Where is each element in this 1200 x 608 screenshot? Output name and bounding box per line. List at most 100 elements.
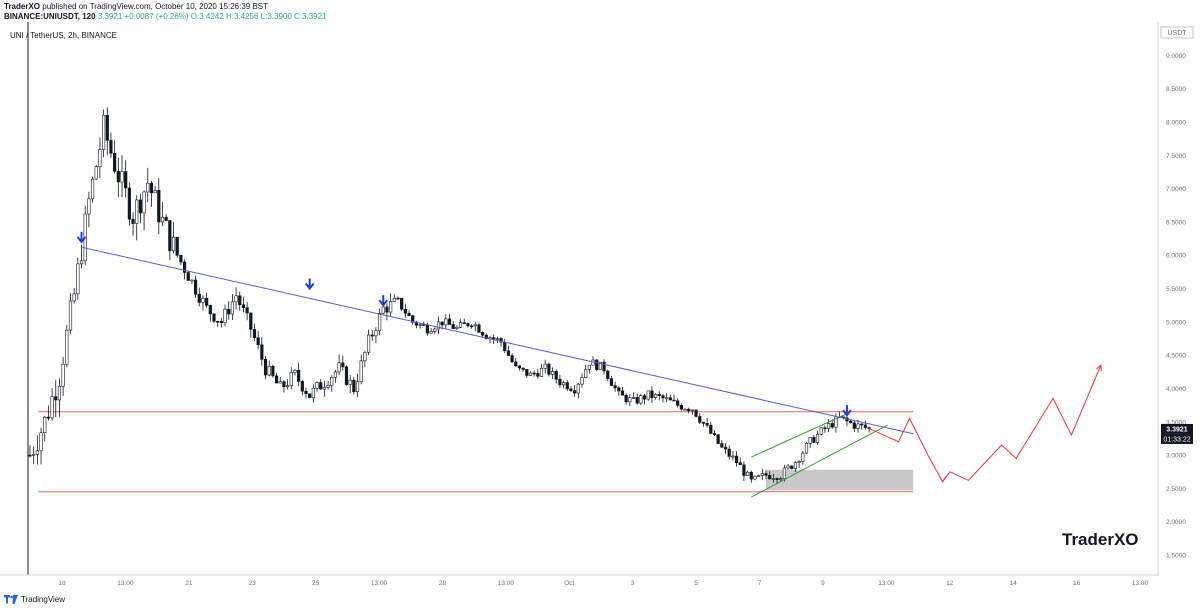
- candle-body: [425, 325, 430, 334]
- candle-body: [731, 455, 735, 458]
- candle-body: [149, 182, 154, 194]
- candle-body: [539, 367, 544, 377]
- candle-body: [57, 385, 62, 401]
- author-name[interactable]: TraderXO: [4, 2, 41, 11]
- candle-body: [602, 361, 606, 372]
- y-tick-label: 7.5000: [1166, 153, 1186, 160]
- candle-body: [849, 420, 853, 424]
- candle-body: [411, 315, 415, 323]
- candle-body: [473, 324, 477, 327]
- candle-body: [157, 189, 161, 223]
- y-tick-label: 8.0000: [1166, 119, 1186, 126]
- x-tick-label: 13:00: [498, 580, 515, 587]
- candle-body: [109, 140, 113, 154]
- candle-body: [631, 397, 636, 399]
- candle-body: [35, 450, 39, 455]
- candle-body: [860, 423, 864, 426]
- candle-body: [260, 344, 264, 360]
- candle-body: [466, 323, 470, 327]
- demand-zone: [766, 469, 914, 491]
- candle-body: [422, 324, 426, 326]
- candle-body: [61, 363, 65, 387]
- symbol-label[interactable]: UNI / TetherUS, 2h, BINANCE: [10, 31, 117, 40]
- candle-body: [760, 473, 764, 476]
- candle-body: [672, 399, 676, 402]
- candle-body: [252, 329, 257, 338]
- y-tick-label: 2.0000: [1166, 519, 1186, 526]
- brand-watermark: TraderXO: [1062, 530, 1139, 549]
- candle-body: [39, 432, 43, 452]
- candle-body: [337, 362, 341, 373]
- candle-body: [444, 318, 448, 326]
- candle-body: [179, 254, 183, 263]
- candle-body: [510, 355, 514, 363]
- candle-body: [429, 331, 433, 334]
- last-price-box: [1161, 423, 1193, 434]
- candle-body: [462, 322, 466, 324]
- candle-body: [322, 386, 327, 390]
- candle-body: [238, 295, 242, 306]
- candle-body: [812, 437, 816, 443]
- candle-body: [94, 166, 98, 180]
- candle-body: [598, 361, 602, 370]
- candle-body: [661, 395, 665, 399]
- candle-body: [793, 462, 798, 469]
- y-tick-label: 6.0000: [1166, 253, 1186, 260]
- y-tick-label: 3.0000: [1166, 453, 1186, 460]
- channel-line: [751, 413, 848, 458]
- candle-body: [216, 320, 220, 323]
- x-tick-label: 9: [821, 580, 825, 587]
- candle-body: [105, 114, 109, 141]
- candle-body: [274, 375, 279, 384]
- candle-body: [701, 421, 706, 424]
- candle-body: [595, 359, 599, 370]
- y-tick-label: 1.5000: [1166, 553, 1186, 560]
- countdown-box: [1161, 433, 1193, 444]
- candle-body: [617, 387, 621, 392]
- candle-body: [745, 471, 750, 476]
- projection-path: [868, 364, 1102, 483]
- price-change: +0.0087 (+0.26%): [124, 12, 189, 21]
- candle-body: [856, 423, 860, 429]
- down-arrow-head: [304, 282, 315, 291]
- candle-body: [723, 446, 728, 450]
- candle-body: [668, 397, 672, 401]
- candle-body: [804, 442, 809, 454]
- candle-body: [278, 381, 282, 384]
- candle-body: [477, 324, 481, 333]
- candle-body: [50, 396, 54, 419]
- candle-body: [98, 149, 102, 168]
- candle-body: [561, 382, 566, 386]
- candle-body: [521, 367, 525, 370]
- candle-body: [440, 321, 444, 326]
- candle-body: [639, 395, 643, 404]
- x-tick-label: 18: [58, 580, 66, 587]
- candle-body: [315, 382, 319, 389]
- candle-body: [135, 199, 139, 224]
- y-tick-label: 6.5000: [1166, 219, 1186, 226]
- candle-body: [801, 452, 805, 462]
- candle-body: [775, 478, 779, 480]
- candle-body: [712, 433, 717, 435]
- projection-arrowhead: [1095, 364, 1102, 372]
- candle-body: [819, 427, 823, 435]
- candle-body: [87, 198, 91, 215]
- x-tick-label: 3: [631, 580, 635, 587]
- x-tick-label: Oct: [564, 580, 574, 587]
- candle-body: [547, 363, 551, 375]
- candle-body: [573, 390, 577, 394]
- y-tick-label: 9.0000: [1166, 53, 1186, 60]
- candle-body: [79, 260, 84, 265]
- tradingview-logo-icon: [4, 595, 18, 604]
- candle-body: [308, 393, 312, 398]
- candle-body: [171, 236, 176, 252]
- candle-body: [256, 337, 260, 346]
- candle-body: [304, 390, 308, 395]
- candle-body: [768, 475, 772, 480]
- candle-body: [734, 455, 739, 463]
- footer[interactable]: TradingView: [4, 595, 65, 604]
- candle-body: [606, 370, 610, 379]
- candle-body: [823, 427, 827, 430]
- x-tick-label: 21: [185, 580, 193, 587]
